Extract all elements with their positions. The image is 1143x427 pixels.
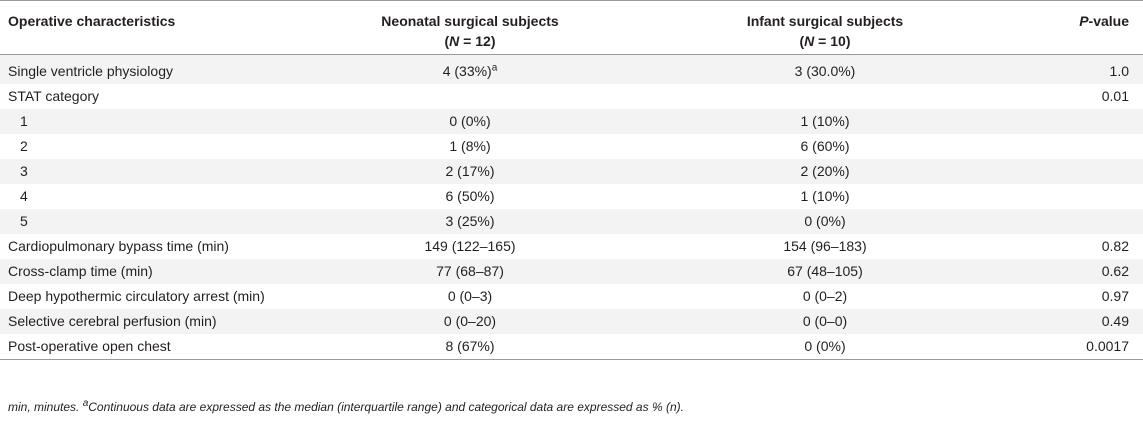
footnote-marker-a: a [491,62,498,74]
p-value-cell: 0.82 [1010,234,1143,259]
neonatal-cell: 0 (0–20) [300,309,640,334]
table-row: 4 6 (50%) 1 (10%) [0,184,1143,209]
table-row: Single ventricle physiology 4 (33%)a 3 (… [0,54,1143,84]
header-neonatal: Neonatal surgical subjects (N = 12) [300,0,640,55]
p-value-cell [1010,134,1143,159]
table-row: Post-operative open chest 8 (67%) 0 (0%)… [0,334,1143,360]
infant-cell: 6 (60%) [640,134,1010,159]
p-value-cell: 0.62 [1010,259,1143,284]
header-infant-title: Infant surgical subjects [746,13,904,29]
neonatal-value: 4 (33%) [442,63,492,79]
header-infant-n-value: = 10) [814,33,851,49]
table-row: Selective cerebral perfusion (min) 0 (0–… [0,309,1143,334]
neonatal-cell: 1 (8%) [300,134,640,159]
p-value-cell [1010,109,1143,134]
neonatal-cell: 0 (0%) [300,109,640,134]
header-neonatal-n-var: N [449,33,460,49]
row-label: 2 [0,134,300,159]
p-value-cell [1010,184,1143,209]
p-value-cell: 0.49 [1010,309,1143,334]
table-row: Cross-clamp time (min) 77 (68–87) 67 (48… [0,259,1143,284]
row-label: 4 [0,184,300,209]
neonatal-cell: 3 (25%) [300,209,640,234]
row-label: 1 [0,109,300,134]
neonatal-cell: 2 (17%) [300,159,640,184]
row-label: Cross-clamp time (min) [0,259,300,284]
table-row: 3 2 (17%) 2 (20%) [0,159,1143,184]
infant-cell [640,84,1010,109]
row-label: Selective cerebral perfusion (min) [0,309,300,334]
infant-cell: 2 (20%) [640,159,1010,184]
p-value-cell [1010,209,1143,234]
infant-cell: 1 (10%) [640,109,1010,134]
neonatal-cell [300,84,640,109]
row-label: Post-operative open chest [0,334,300,360]
table-row: Cardiopulmonary bypass time (min) 149 (1… [0,234,1143,259]
infant-cell: 3 (30.0%) [640,54,1010,84]
header-p-rest: -value [1088,13,1129,29]
infant-cell: 0 (0–2) [640,284,1010,309]
header-p-value: P-value [1010,0,1143,55]
row-label: STAT category [0,84,300,109]
footnote-text: Continuous data are expressed as the med… [88,400,684,414]
table-row: STAT category 0.01 [0,84,1143,109]
infant-cell: 154 (96–183) [640,234,1010,259]
table-row: 1 0 (0%) 1 (10%) [0,109,1143,134]
neonatal-cell: 6 (50%) [300,184,640,209]
table-body: Single ventricle physiology 4 (33%)a 3 (… [0,54,1143,360]
row-label: Cardiopulmonary bypass time (min) [0,234,300,259]
header-infant: Infant surgical subjects (N = 10) [640,0,1010,55]
header-neonatal-title: Neonatal surgical subjects [381,13,559,29]
header-p-var: P [1079,13,1089,29]
table-row: 2 1 (8%) 6 (60%) [0,134,1143,159]
neonatal-cell: 8 (67%) [300,334,640,360]
header-row: Operative characteristics Neonatal surgi… [0,0,1143,55]
header-infant-n-var: N [804,33,815,49]
infant-cell: 0 (0–0) [640,309,1010,334]
footnote-abbreviation: min, minutes. [8,400,83,414]
neonatal-cell: 77 (68–87) [300,259,640,284]
infant-cell: 1 (10%) [640,184,1010,209]
infant-cell: 0 (0%) [640,334,1010,360]
header-neonatal-n-value: = 12) [459,33,496,49]
footnote-marker: a [82,398,89,409]
neonatal-cell: 0 (0–3) [300,284,640,309]
infant-cell: 67 (48–105) [640,259,1010,284]
neonatal-cell: 4 (33%)a [300,54,640,84]
row-label: 5 [0,209,300,234]
table-row: 5 3 (25%) 0 (0%) [0,209,1143,234]
row-label: Single ventricle physiology [0,54,300,84]
operative-characteristics-table: Operative characteristics Neonatal surgi… [0,0,1143,360]
header-operative-characteristics: Operative characteristics [0,0,300,55]
header-neonatal-n-open: ( [444,33,450,49]
neonatal-cell: 149 (122–165) [300,234,640,259]
p-value-cell: 0.97 [1010,284,1143,309]
table-row: Deep hypothermic circulatory arrest (min… [0,284,1143,309]
p-value-cell: 0.01 [1010,84,1143,109]
table-footnote: min, minutes. aContinuous data are expre… [8,398,684,415]
p-value-cell: 1.0 [1010,54,1143,84]
row-label: Deep hypothermic circulatory arrest (min… [0,284,300,309]
p-value-cell [1010,159,1143,184]
row-label: 3 [0,159,300,184]
header-infant-n-open: ( [799,33,805,49]
p-value-cell: 0.0017 [1010,334,1143,360]
table-header: Operative characteristics Neonatal surgi… [0,0,1143,55]
infant-cell: 0 (0%) [640,209,1010,234]
